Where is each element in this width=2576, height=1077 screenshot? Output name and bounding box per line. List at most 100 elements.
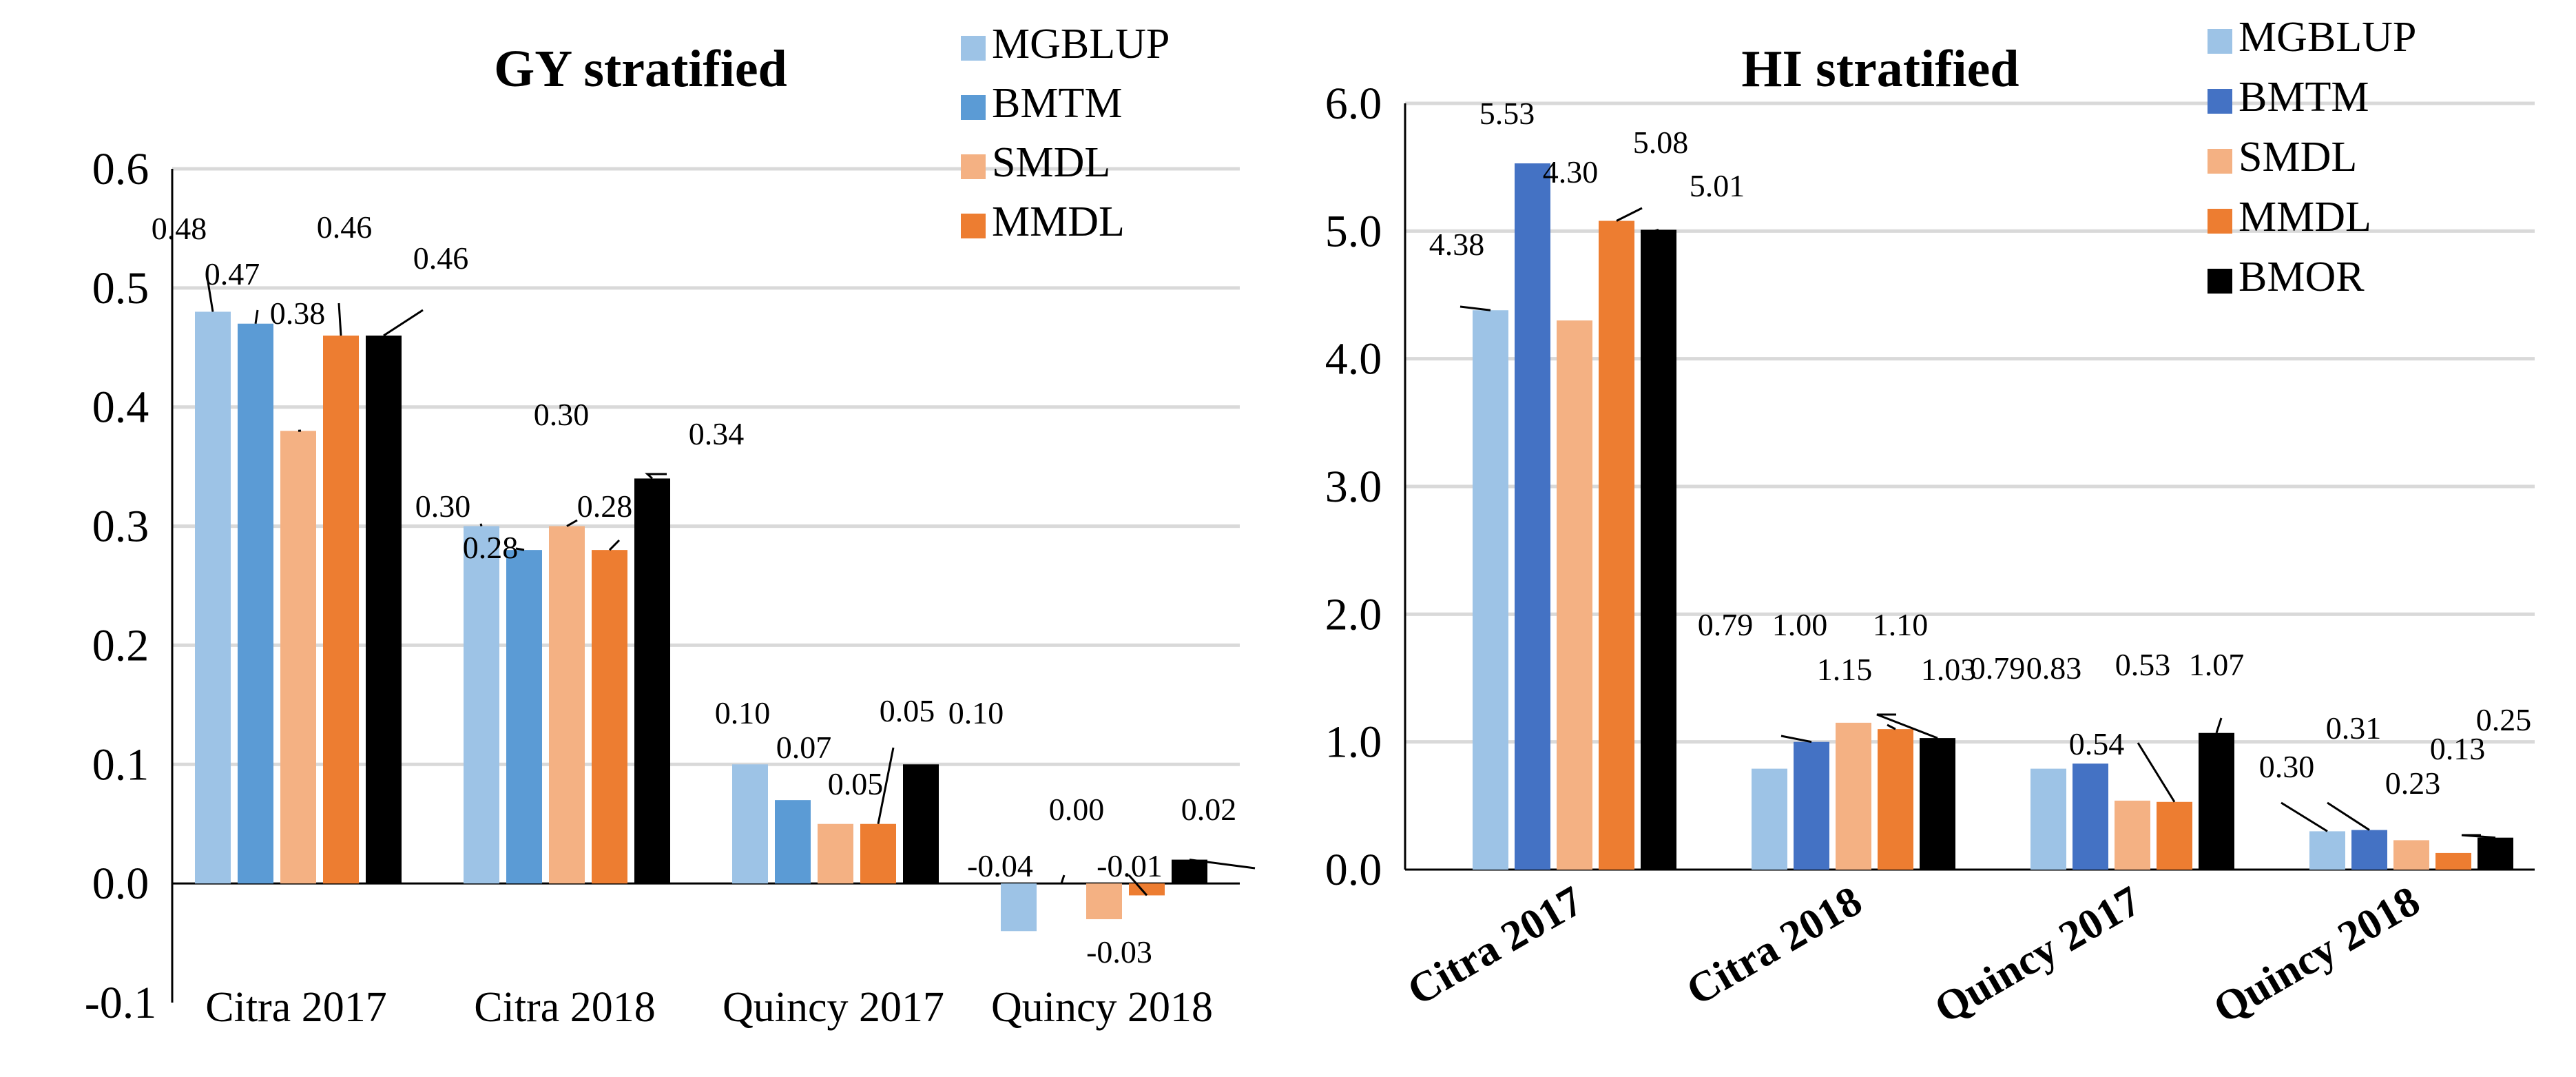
legend-swatch-smdl bbox=[2208, 149, 2232, 174]
legend-swatch-bmtm bbox=[961, 95, 986, 120]
leader-line bbox=[1460, 305, 1491, 311]
leader-line bbox=[1876, 713, 1938, 739]
bar-smdl-quincy-2018 bbox=[2393, 840, 2429, 870]
category-label: Citra 2018 bbox=[1679, 877, 1869, 1014]
bar-bmor-citra-2017 bbox=[1641, 229, 1676, 870]
bar-smdl-citra-2018 bbox=[1836, 722, 1871, 870]
category-label: Citra 2017 bbox=[1400, 877, 1590, 1014]
data-label: 0.05 bbox=[880, 693, 935, 728]
legend-label-mmdl: MMDL bbox=[992, 198, 1125, 245]
leader-line bbox=[1128, 874, 1148, 896]
data-label: 0.00 bbox=[1049, 792, 1105, 827]
data-label: 1.10 bbox=[1873, 607, 1929, 642]
bar-smdl-quincy-2018 bbox=[1086, 883, 1122, 919]
bar-mgblup-citra-2018 bbox=[1752, 768, 1787, 870]
legend-swatch-mgblup bbox=[2208, 29, 2232, 54]
bar-mmdl-citra-2018 bbox=[1878, 729, 1913, 870]
bar-mmdl-citra-2017 bbox=[323, 336, 359, 884]
data-label: -0.01 bbox=[1097, 848, 1163, 883]
leader-line bbox=[2327, 801, 2370, 831]
legend-swatch-mgblup bbox=[961, 36, 986, 61]
leader-line bbox=[1780, 735, 1812, 743]
legend-label-mmdl: MMDL bbox=[2239, 194, 2371, 240]
bar-mgblup-quincy-2018 bbox=[1001, 883, 1037, 932]
data-label: 4.38 bbox=[1429, 227, 1485, 262]
legend-label-smdl: SMDL bbox=[992, 139, 1110, 186]
chart-title: GY stratified bbox=[494, 40, 787, 98]
legend-label-mgblup: MGBLUP bbox=[992, 21, 1170, 68]
bar-bmtm-quincy-2017 bbox=[775, 800, 811, 884]
data-label: 0.05 bbox=[828, 766, 884, 801]
data-label: -0.04 bbox=[967, 848, 1033, 883]
leader-line bbox=[1887, 724, 1896, 730]
leader-line bbox=[877, 747, 895, 825]
y-tick-label: 0.4 bbox=[92, 382, 149, 433]
leader-line bbox=[2137, 742, 2176, 803]
leader-line bbox=[2461, 834, 2496, 839]
bar-mgblup-citra-2018 bbox=[464, 526, 499, 884]
category-label: Quincy 2017 bbox=[1927, 877, 2149, 1032]
data-label: 0.46 bbox=[413, 240, 469, 276]
data-label: 1.00 bbox=[1772, 607, 1828, 642]
data-label: 0.30 bbox=[2259, 749, 2315, 784]
bar-mmdl-quincy-2017 bbox=[2157, 801, 2192, 870]
data-label: 0.30 bbox=[415, 489, 471, 524]
data-label: 0.28 bbox=[577, 489, 633, 524]
bar-bmtm-citra-2018 bbox=[506, 550, 542, 884]
category-label: Quincy 2018 bbox=[991, 984, 1213, 1031]
data-label: 0.47 bbox=[205, 256, 260, 291]
legend-label-mgblup: MGBLUP bbox=[2239, 14, 2416, 61]
leader-line bbox=[2281, 801, 2328, 832]
bar-mmdl-quincy-2017 bbox=[860, 823, 896, 884]
y-tick-label: -0.1 bbox=[85, 978, 156, 1028]
bar-mgblup-quincy-2017 bbox=[2030, 768, 2066, 870]
bar-mgblup-quincy-2018 bbox=[2309, 831, 2345, 870]
bar-bmor-quincy-2017 bbox=[903, 764, 939, 884]
data-label: 0.38 bbox=[270, 296, 326, 331]
y-tick-label: 6.0 bbox=[1325, 79, 1382, 129]
data-label: 0.46 bbox=[317, 209, 373, 245]
data-label: 0.79 bbox=[1698, 607, 1754, 642]
data-label: 0.30 bbox=[534, 397, 590, 432]
legend-label-smdl: SMDL bbox=[2239, 134, 2357, 181]
y-tick-label: 0.6 bbox=[92, 144, 149, 194]
bar-smdl-quincy-2017 bbox=[818, 823, 853, 884]
bar-bmor-citra-2017 bbox=[366, 336, 402, 884]
data-label: 5.53 bbox=[1479, 96, 1535, 131]
bar-mmdl-citra-2017 bbox=[1599, 220, 1634, 870]
bar-mmdl-quincy-2018 bbox=[1129, 883, 1165, 896]
data-label: 4.30 bbox=[1543, 154, 1599, 189]
data-label: 0.48 bbox=[152, 211, 207, 246]
data-label: 0.02 bbox=[1181, 792, 1237, 827]
data-label: 0.07 bbox=[776, 730, 832, 765]
leader-line bbox=[383, 309, 424, 337]
data-label: 0.25 bbox=[2476, 702, 2532, 737]
data-label: 1.15 bbox=[1817, 652, 1873, 687]
data-label: 0.10 bbox=[948, 695, 1004, 730]
leader-line bbox=[645, 473, 667, 480]
data-label: 0.23 bbox=[2385, 766, 2441, 801]
chart-title: HI stratified bbox=[1741, 40, 2019, 98]
y-tick-label: 0.5 bbox=[92, 263, 149, 314]
data-label: -0.03 bbox=[1086, 934, 1152, 970]
bar-bmor-quincy-2018 bbox=[2478, 837, 2513, 870]
y-tick-label: 1.0 bbox=[1325, 717, 1382, 768]
bar-mgblup-citra-2017 bbox=[1473, 310, 1508, 870]
leader-line bbox=[1060, 874, 1066, 884]
legend-label-bmtm: BMTM bbox=[2239, 74, 2369, 121]
bar-bmor-quincy-2017 bbox=[2199, 732, 2234, 870]
legend-swatch-mmdl bbox=[961, 214, 986, 238]
y-tick-label: 0.2 bbox=[92, 620, 149, 670]
bar-mgblup-quincy-2017 bbox=[732, 764, 768, 884]
data-label: 0.54 bbox=[2069, 726, 2125, 761]
bar-smdl-citra-2017 bbox=[280, 431, 316, 884]
bar-bmtm-citra-2017 bbox=[238, 323, 273, 884]
category-label: Quincy 2018 bbox=[2206, 877, 2428, 1032]
data-label: 0.53 bbox=[2115, 647, 2171, 682]
leader-line bbox=[1189, 859, 1256, 870]
category-label: Quincy 2017 bbox=[723, 984, 944, 1031]
category-label: Citra 2018 bbox=[474, 984, 655, 1031]
legend-label-bmtm: BMTM bbox=[992, 80, 1122, 127]
data-label: 5.01 bbox=[1690, 168, 1745, 203]
